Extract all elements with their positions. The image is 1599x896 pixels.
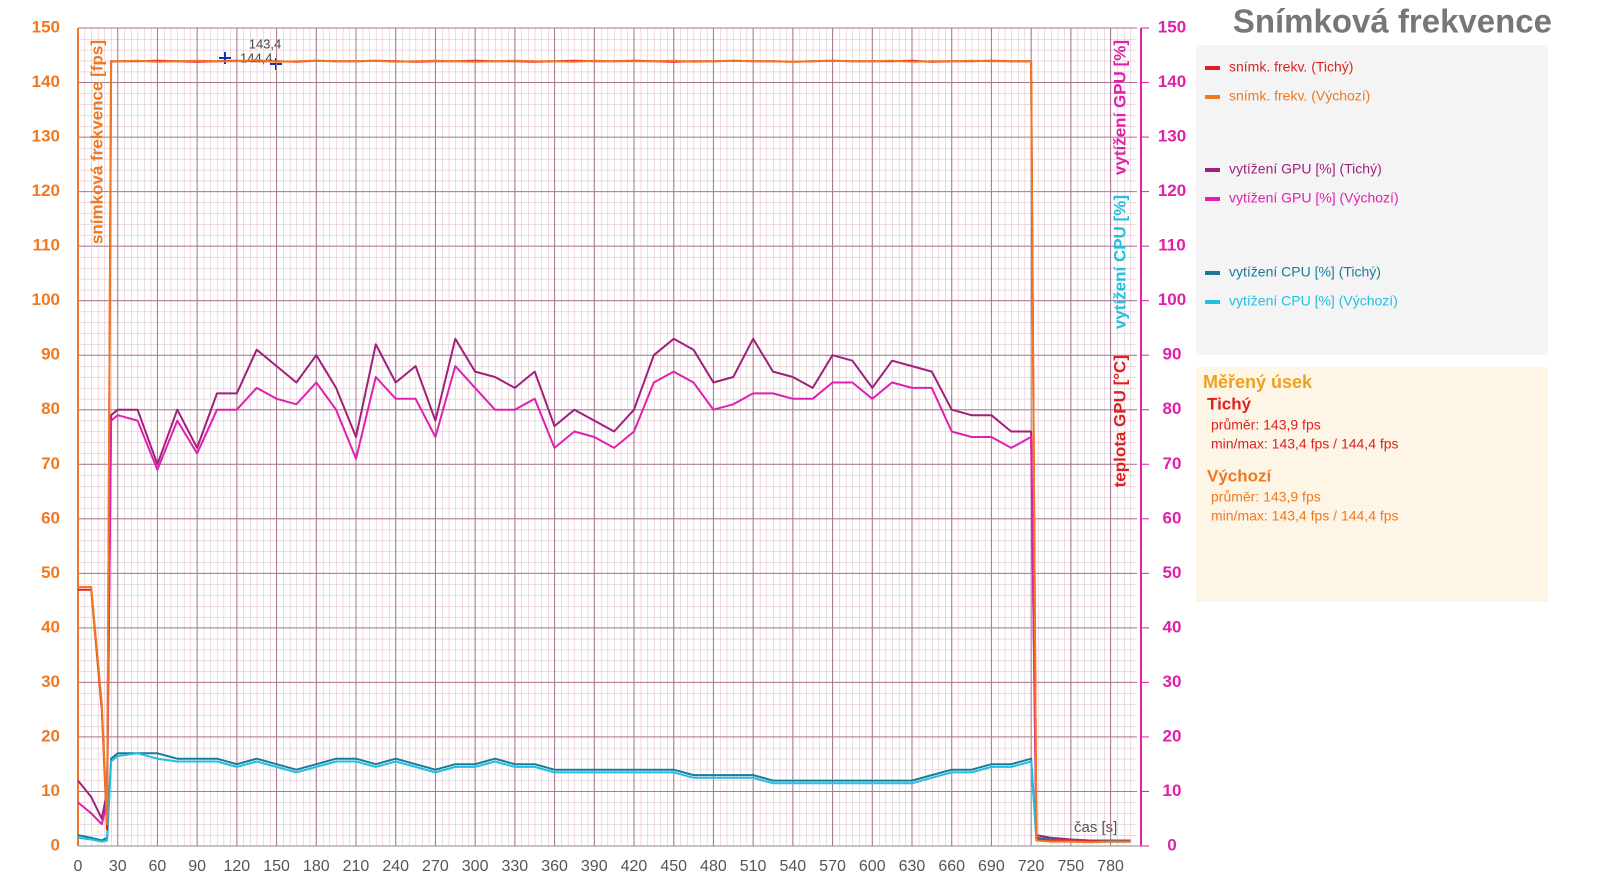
series-line: [77, 752, 1131, 843]
x-tick-label: 90: [188, 858, 206, 875]
y2-tick-label: 30: [1163, 672, 1182, 691]
x-tick-label: 510: [740, 858, 767, 875]
y2-tick-label: 120: [1158, 181, 1186, 200]
x-tick-label: 750: [1057, 858, 1084, 875]
x-tick-label: 30: [109, 858, 127, 875]
y2-axis-title: vytížení CPU [%]: [1110, 195, 1129, 329]
y-tick-label: 130: [32, 127, 60, 146]
series-line: [77, 365, 1131, 843]
y-axis-title: snímková frekvence [fps]: [87, 40, 106, 244]
x-tick-label: 570: [819, 858, 846, 875]
chart-title: Snímková frekvence: [1233, 3, 1552, 40]
y2-tick-label: 70: [1163, 454, 1182, 473]
legend-panel: [1196, 45, 1548, 355]
series-line: [78, 59, 1131, 844]
x-tick-label: 540: [779, 858, 806, 875]
x-tick-label: 240: [382, 858, 409, 875]
y2-tick-label: 50: [1163, 563, 1182, 582]
y2-tick-label: 60: [1163, 508, 1182, 527]
x-tick-label: 660: [938, 858, 965, 875]
y2-tick-label: 90: [1163, 345, 1182, 364]
x-tick-label: 270: [422, 858, 449, 875]
summary-line: průměr: 143,9 fps: [1211, 489, 1321, 505]
summary-title: Měřený úsek: [1203, 372, 1313, 392]
y-tick-label: 30: [41, 672, 60, 691]
summary-line: min/max: 143,4 fps / 144,4 fps: [1211, 436, 1399, 452]
x-tick-label: 450: [660, 858, 687, 875]
legend-label: vytížení GPU [%] (Tichý): [1229, 161, 1382, 177]
x-tick-label: 780: [1097, 858, 1124, 875]
series-line: [77, 752, 1131, 842]
y2-tick-label: 110: [1158, 236, 1185, 255]
y-tick-label: 100: [32, 290, 60, 309]
legend-label: vytížení CPU [%] (Tichý): [1229, 264, 1381, 280]
y2-tick-label: 130: [1158, 127, 1186, 146]
y2-tick-label: 20: [1163, 726, 1182, 745]
legend-label: snímk. frekv. (Tichý): [1229, 59, 1353, 75]
series-line: [77, 337, 1131, 842]
y-tick-label: 150: [32, 17, 60, 36]
y-tick-label: 80: [41, 399, 60, 418]
summary-line: průměr: 143,9 fps: [1211, 417, 1321, 433]
summary-panel: [1196, 367, 1548, 602]
y2-axis-title: teplota GPU [°C]: [1110, 355, 1129, 487]
x-tick-label: 210: [343, 858, 370, 875]
y2-tick-label: 150: [1158, 17, 1186, 36]
y2-tick-label: 40: [1163, 617, 1182, 636]
legend-label: vytížení CPU [%] (Výchozí): [1229, 293, 1398, 309]
summary-group: Výchozí: [1207, 466, 1273, 485]
x-tick-label: 360: [541, 858, 568, 875]
summary-group: Tichý: [1207, 394, 1252, 413]
x-tick-label: 480: [700, 858, 727, 875]
y-tick-label: 0: [51, 835, 60, 854]
x-tick-label: 180: [303, 858, 330, 875]
legend-label: snímk. frekv. (Výchozí): [1229, 88, 1370, 104]
annotation: čas [s]: [1074, 819, 1117, 836]
y-tick-label: 120: [32, 181, 60, 200]
x-tick-label: 120: [223, 858, 250, 875]
annotation: 144,4: [240, 50, 273, 65]
y2-tick-label: 10: [1163, 781, 1182, 800]
y-tick-label: 90: [41, 345, 60, 364]
y2-tick-label: 140: [1158, 72, 1186, 91]
y2-tick-label: 80: [1163, 399, 1182, 418]
x-tick-label: 330: [501, 858, 528, 875]
x-tick-label: 720: [1018, 858, 1045, 875]
x-tick-label: 0: [74, 858, 83, 875]
legend-label: vytížení GPU [%] (Výchozí): [1229, 190, 1399, 206]
y-tick-label: 40: [41, 617, 60, 636]
y2-tick-label: 100: [1158, 290, 1186, 309]
minor-grid: [78, 28, 1137, 846]
annotation: 143,4: [249, 36, 282, 51]
x-tick-label: 630: [899, 858, 926, 875]
x-tick-label: 60: [149, 858, 167, 875]
y2-axis-title: vytížení GPU [%]: [1110, 40, 1129, 175]
y-tick-label: 50: [41, 563, 60, 582]
min-max-marker: [219, 52, 282, 70]
x-tick-label: 300: [462, 858, 489, 875]
y-tick-label: 60: [41, 508, 60, 527]
y2-tick-label: 0: [1167, 835, 1176, 854]
x-tick-label: 150: [263, 858, 290, 875]
summary-line: min/max: 143,4 fps / 144,4 fps: [1211, 508, 1399, 524]
x-tick-label: 420: [621, 858, 648, 875]
x-tick-label: 600: [859, 858, 886, 875]
y-tick-label: 20: [41, 726, 60, 745]
y-tick-label: 110: [33, 236, 60, 255]
y-tick-label: 140: [32, 72, 60, 91]
y-tick-label: 10: [41, 781, 60, 800]
x-tick-label: 390: [581, 858, 608, 875]
y-tick-label: 70: [41, 454, 60, 473]
x-tick-label: 690: [978, 858, 1005, 875]
